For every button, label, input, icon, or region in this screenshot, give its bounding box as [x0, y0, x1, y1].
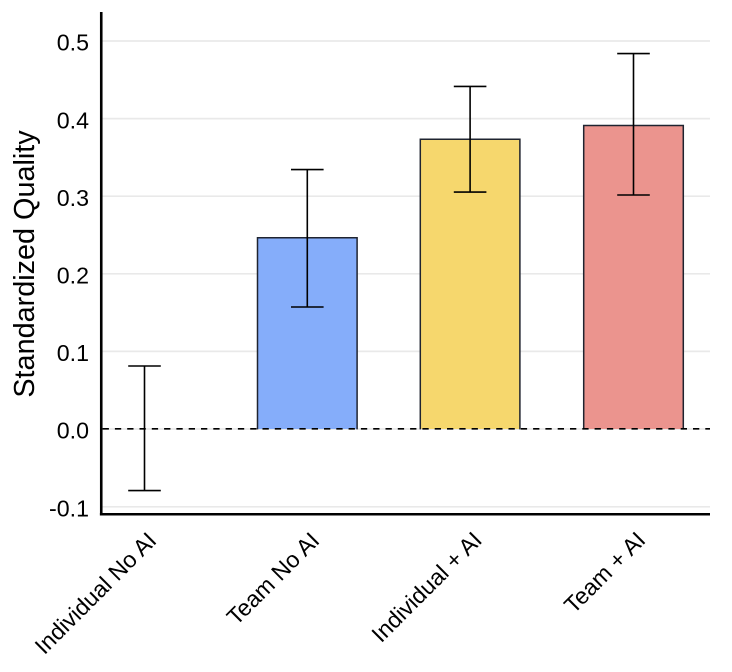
svg-text:Standardized Quality: Standardized Quality — [9, 130, 41, 398]
svg-text:0.5: 0.5 — [57, 30, 89, 56]
svg-text:-0.1: -0.1 — [49, 495, 89, 521]
svg-text:0.4: 0.4 — [57, 107, 89, 133]
svg-text:0.0: 0.0 — [57, 418, 89, 444]
svg-text:0.3: 0.3 — [57, 185, 89, 211]
svg-text:0.1: 0.1 — [57, 340, 89, 366]
svg-text:0.2: 0.2 — [57, 263, 89, 289]
